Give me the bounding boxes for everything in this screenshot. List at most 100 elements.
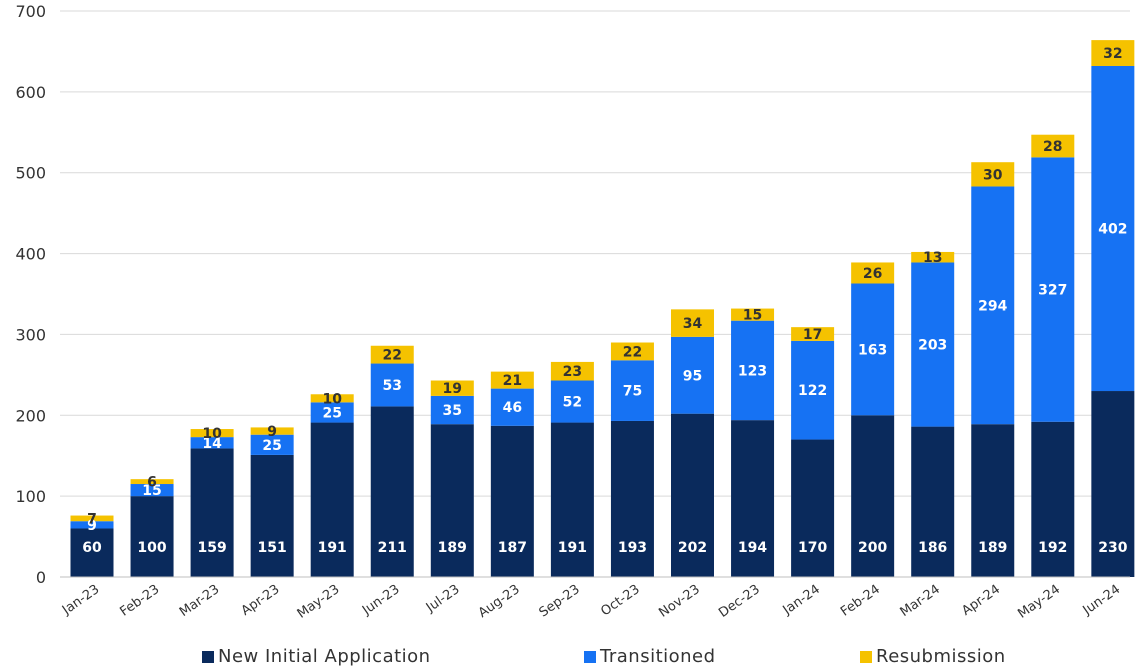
data-label: 151 bbox=[258, 540, 287, 556]
legend-swatch bbox=[584, 650, 596, 663]
data-label: 170 bbox=[798, 540, 827, 556]
bar-segment bbox=[370, 363, 414, 407]
bar-segment bbox=[250, 434, 294, 455]
bar-segment bbox=[310, 422, 354, 577]
y-tick-label: 0 bbox=[36, 568, 46, 587]
bar-segment bbox=[370, 345, 414, 364]
x-tick-label: Apr-23 bbox=[239, 582, 283, 619]
bar-segment bbox=[731, 320, 775, 421]
bar-segment bbox=[1031, 134, 1075, 158]
x-tick-label: Sep-23 bbox=[537, 582, 583, 621]
data-label: 32 bbox=[1103, 46, 1122, 62]
data-label: 26 bbox=[863, 266, 882, 282]
legend-swatch bbox=[860, 650, 872, 663]
data-label: 9 bbox=[267, 424, 277, 440]
bar-segment bbox=[490, 388, 534, 426]
data-label: 211 bbox=[378, 540, 407, 556]
bar-segment bbox=[1031, 421, 1075, 577]
x-tick-label: Aug-23 bbox=[476, 582, 523, 621]
legend-label: Transitioned bbox=[600, 646, 716, 667]
y-tick-label: 300 bbox=[15, 325, 46, 344]
legend-label: Resubmission bbox=[876, 646, 1006, 667]
bar-segment bbox=[731, 308, 775, 321]
bar-segment bbox=[310, 394, 354, 403]
data-label: 294 bbox=[978, 298, 1007, 314]
data-label: 60 bbox=[82, 540, 102, 556]
data-label: 402 bbox=[1098, 222, 1127, 238]
data-label: 163 bbox=[858, 342, 887, 358]
data-label: 25 bbox=[322, 405, 341, 421]
y-tick-label: 700 bbox=[15, 2, 46, 21]
bar-segment bbox=[310, 402, 354, 423]
data-label: 9 bbox=[87, 518, 97, 534]
bar-segment bbox=[911, 426, 955, 577]
bar-segment bbox=[130, 484, 174, 497]
y-tick-label: 400 bbox=[15, 245, 46, 264]
x-tick-label: Feb-23 bbox=[117, 582, 162, 620]
data-label: 200 bbox=[858, 540, 887, 556]
bar-segment bbox=[490, 425, 534, 577]
data-label: 15 bbox=[142, 483, 161, 499]
data-label: 192 bbox=[1038, 540, 1067, 556]
bar-segment bbox=[851, 415, 895, 577]
y-tick-label: 600 bbox=[15, 83, 46, 102]
x-tick-label: Oct-23 bbox=[598, 582, 642, 619]
x-tick-label: Mar-24 bbox=[898, 582, 943, 620]
x-tick-label: Jun-24 bbox=[1080, 582, 1123, 619]
bar-segment bbox=[851, 283, 895, 416]
legend-item-transitioned: Transitioned bbox=[584, 646, 716, 667]
x-tick-label: Mar-23 bbox=[177, 582, 222, 620]
data-label: 25 bbox=[262, 438, 281, 454]
legend: New Initial Application Transitioned Res… bbox=[0, 646, 1137, 672]
data-label: 21 bbox=[503, 373, 522, 389]
legend-item-new-initial: New Initial Application bbox=[202, 646, 431, 667]
bar-segment bbox=[911, 262, 955, 427]
data-label: 35 bbox=[443, 403, 462, 419]
bar-segment bbox=[671, 336, 714, 414]
x-tick-label: Jul-23 bbox=[423, 582, 463, 616]
data-label: 327 bbox=[1038, 283, 1067, 299]
x-tick-label: May-23 bbox=[295, 582, 343, 622]
x-tick-label: Jan-24 bbox=[780, 582, 823, 619]
data-label: 22 bbox=[383, 348, 402, 364]
x-tick-label: May-24 bbox=[1015, 582, 1063, 622]
data-label: 159 bbox=[197, 540, 226, 556]
bar-segment bbox=[430, 395, 474, 425]
x-tick-label: Jan-23 bbox=[59, 582, 102, 619]
bar-segment bbox=[130, 496, 174, 577]
data-label: 46 bbox=[503, 400, 522, 416]
data-label: 203 bbox=[918, 338, 947, 354]
bar-segment bbox=[791, 327, 835, 341]
data-label: 123 bbox=[738, 363, 767, 379]
y-axis: 0 100 200 300 400 500 600 700 bbox=[15, 2, 46, 587]
data-label: 186 bbox=[918, 540, 947, 556]
bar-segment bbox=[550, 422, 594, 577]
bar-segment bbox=[190, 429, 234, 438]
bar-segment bbox=[971, 162, 1015, 187]
bar-segment bbox=[70, 521, 114, 529]
x-tick-label: Feb-24 bbox=[838, 582, 883, 620]
data-label: 202 bbox=[678, 540, 707, 556]
bar-segment bbox=[430, 380, 474, 396]
bar-segment bbox=[911, 251, 955, 263]
data-label: 191 bbox=[558, 540, 587, 556]
bar-segment bbox=[791, 340, 835, 440]
bar-segment bbox=[550, 361, 594, 381]
data-labels: 6097100156159141015125919125102115322189… bbox=[82, 46, 1127, 556]
data-label: 10 bbox=[202, 426, 222, 442]
bar-segment bbox=[610, 360, 654, 421]
bar-segment bbox=[70, 515, 114, 522]
data-label: 187 bbox=[498, 540, 527, 556]
data-label: 100 bbox=[137, 540, 166, 556]
data-label: 230 bbox=[1098, 540, 1127, 556]
x-tick-label: Nov-23 bbox=[656, 582, 703, 621]
data-label: 14 bbox=[202, 436, 222, 452]
bar-segment bbox=[1091, 40, 1135, 66]
legend-item-resubmission: Resubmission bbox=[860, 646, 1006, 667]
bar-segment bbox=[130, 479, 174, 485]
bar-segment bbox=[851, 262, 895, 284]
bar-segment bbox=[971, 186, 1015, 425]
data-label: 122 bbox=[798, 383, 827, 399]
data-label: 30 bbox=[983, 167, 1003, 183]
